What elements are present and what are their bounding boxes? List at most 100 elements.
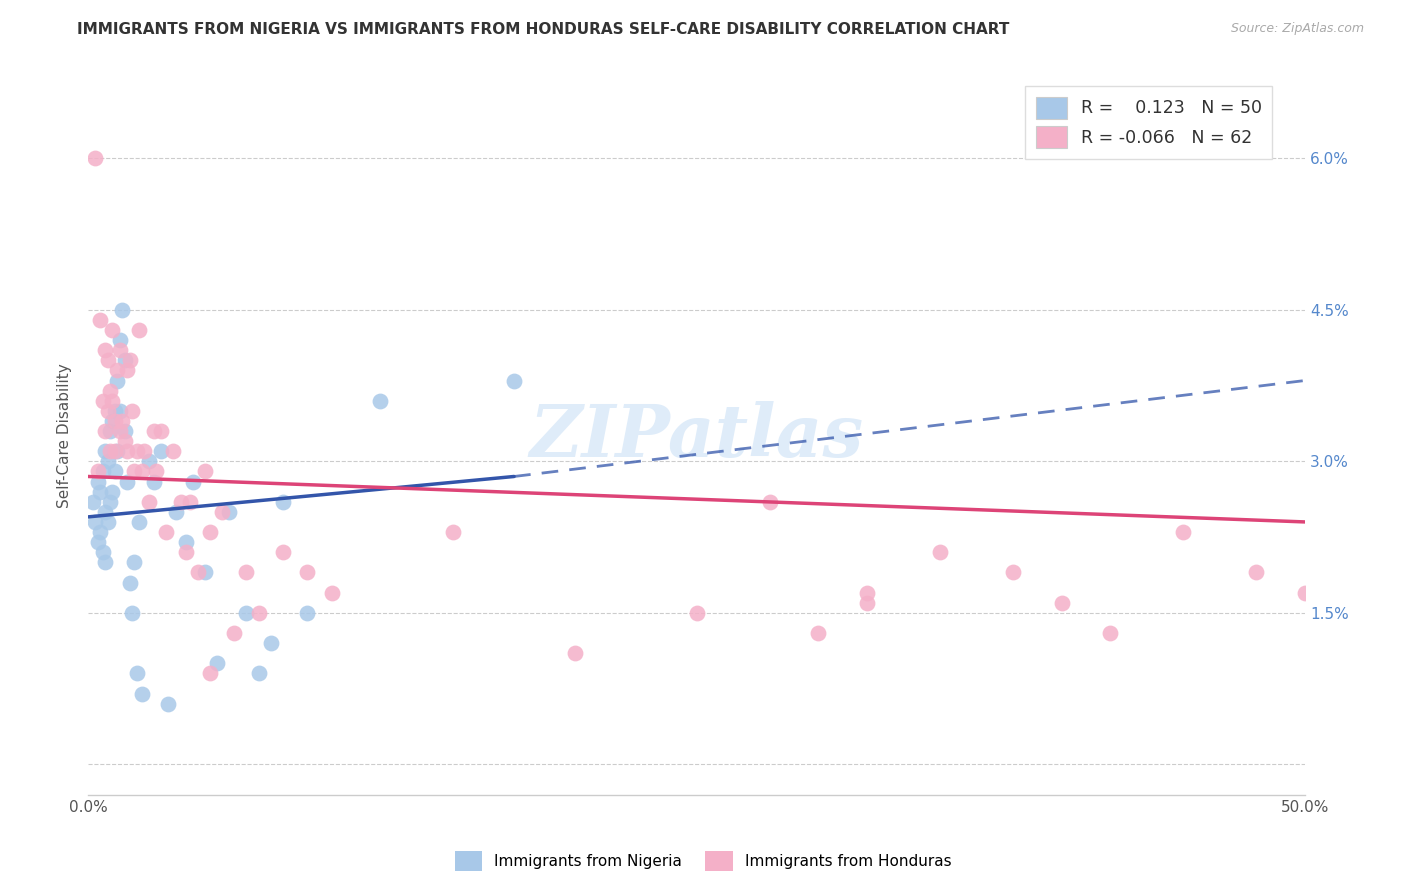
Point	[91, 465, 114, 479]
Point	[503, 374, 526, 388]
Point	[104, 404, 127, 418]
Point	[685, 606, 707, 620]
Point	[97, 515, 120, 529]
Point	[165, 505, 187, 519]
Point	[124, 465, 146, 479]
Point	[125, 666, 148, 681]
Point	[162, 444, 184, 458]
Legend: R =    0.123   N = 50, R = -0.066   N = 62: R = 0.123 N = 50, R = -0.066 N = 62	[1025, 87, 1272, 159]
Point	[98, 444, 121, 458]
Y-axis label: Self-Care Disability: Self-Care Disability	[58, 364, 72, 508]
Point	[929, 545, 952, 559]
Point	[155, 524, 177, 539]
Legend: Immigrants from Nigeria, Immigrants from Honduras: Immigrants from Nigeria, Immigrants from…	[449, 846, 957, 877]
Point	[131, 687, 153, 701]
Point	[89, 524, 111, 539]
Point	[101, 414, 124, 428]
Point	[118, 353, 141, 368]
Point	[91, 393, 114, 408]
Point	[84, 515, 107, 529]
Point	[128, 515, 150, 529]
Point	[205, 657, 228, 671]
Point	[150, 424, 173, 438]
Point	[181, 475, 204, 489]
Point	[1294, 585, 1316, 599]
Point	[118, 575, 141, 590]
Point	[98, 424, 121, 438]
Point	[98, 494, 121, 508]
Point	[105, 374, 128, 388]
Point	[138, 494, 160, 508]
Point	[98, 384, 121, 398]
Point	[104, 465, 127, 479]
Point	[111, 302, 134, 317]
Point	[121, 404, 143, 418]
Point	[247, 666, 270, 681]
Point	[179, 494, 201, 508]
Point	[101, 484, 124, 499]
Point	[441, 524, 464, 539]
Point	[1246, 566, 1268, 580]
Point	[145, 465, 167, 479]
Point	[114, 424, 136, 438]
Point	[157, 697, 180, 711]
Point	[115, 475, 138, 489]
Point	[82, 494, 104, 508]
Point	[1001, 566, 1024, 580]
Point	[1173, 524, 1195, 539]
Point	[174, 535, 197, 549]
Point	[128, 323, 150, 337]
Point	[111, 414, 134, 428]
Point	[115, 444, 138, 458]
Point	[125, 444, 148, 458]
Point	[124, 555, 146, 569]
Point	[94, 424, 117, 438]
Point	[1099, 626, 1122, 640]
Point	[758, 494, 780, 508]
Point	[94, 505, 117, 519]
Point	[247, 606, 270, 620]
Point	[97, 404, 120, 418]
Point	[856, 585, 879, 599]
Point	[174, 545, 197, 559]
Point	[295, 606, 318, 620]
Point	[87, 535, 110, 549]
Point	[108, 404, 131, 418]
Point	[198, 666, 221, 681]
Point	[142, 475, 165, 489]
Point	[94, 444, 117, 458]
Text: ZIPatlas: ZIPatlas	[530, 401, 863, 472]
Point	[235, 606, 257, 620]
Point	[105, 444, 128, 458]
Point	[105, 363, 128, 377]
Point	[260, 636, 283, 650]
Point	[138, 454, 160, 468]
Point	[101, 393, 124, 408]
Point	[134, 444, 156, 458]
Point	[87, 465, 110, 479]
Point	[187, 566, 209, 580]
Point	[121, 606, 143, 620]
Point	[89, 484, 111, 499]
Point	[194, 465, 217, 479]
Point	[108, 333, 131, 347]
Point	[271, 494, 294, 508]
Point	[218, 505, 240, 519]
Point	[564, 646, 586, 660]
Point	[104, 414, 127, 428]
Point	[321, 585, 343, 599]
Text: Source: ZipAtlas.com: Source: ZipAtlas.com	[1230, 22, 1364, 36]
Point	[169, 494, 191, 508]
Point	[104, 444, 127, 458]
Point	[97, 454, 120, 468]
Point	[114, 434, 136, 449]
Point	[108, 424, 131, 438]
Point	[91, 545, 114, 559]
Text: IMMIGRANTS FROM NIGERIA VS IMMIGRANTS FROM HONDURAS SELF-CARE DISABILITY CORRELA: IMMIGRANTS FROM NIGERIA VS IMMIGRANTS FR…	[77, 22, 1010, 37]
Point	[94, 343, 117, 358]
Point	[87, 475, 110, 489]
Point	[295, 566, 318, 580]
Point	[368, 393, 391, 408]
Point	[856, 596, 879, 610]
Point	[84, 151, 107, 165]
